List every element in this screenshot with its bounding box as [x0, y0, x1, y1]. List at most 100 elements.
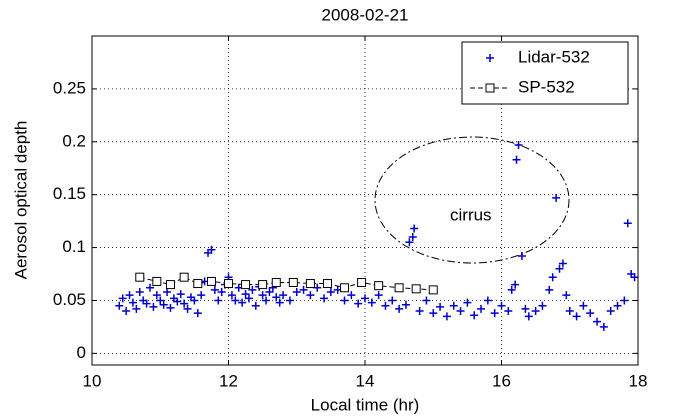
plus-marker — [538, 301, 547, 310]
y-tick-label: 0.25 — [53, 78, 86, 97]
square-marker — [305, 279, 315, 289]
plus-marker — [477, 304, 486, 313]
plus-marker — [122, 307, 131, 316]
plus-marker — [231, 296, 240, 305]
plus-marker — [408, 232, 417, 241]
x-tick-label: 12 — [219, 371, 238, 390]
plus-marker — [173, 297, 182, 306]
plus-marker — [248, 285, 257, 294]
square-marker — [485, 83, 495, 93]
plus-marker — [128, 298, 137, 307]
plus-marker — [620, 296, 629, 305]
square-marker — [271, 277, 281, 287]
plus-marker — [521, 304, 530, 313]
plus-marker — [258, 291, 267, 300]
plus-marker — [190, 296, 199, 305]
plus-marker — [118, 294, 127, 303]
plus-marker — [241, 290, 250, 299]
plus-marker — [504, 307, 513, 316]
plus-marker — [115, 301, 124, 310]
square-marker — [224, 279, 233, 289]
plus-marker — [125, 291, 134, 300]
y-tick-label: 0 — [77, 343, 86, 362]
plus-marker — [422, 296, 431, 305]
square-marker — [179, 272, 189, 282]
plus-marker — [579, 301, 588, 310]
plus-marker — [388, 296, 397, 305]
square-marker — [357, 277, 367, 287]
plus-marker — [275, 298, 284, 307]
x-tick-label: 16 — [492, 371, 511, 390]
legend-box — [461, 41, 629, 105]
plus-marker — [429, 309, 438, 318]
plus-marker — [193, 309, 202, 318]
square-marker — [374, 281, 384, 291]
plus-marker — [442, 312, 451, 321]
plus-marker — [176, 290, 185, 299]
y-tick-label: 0.1 — [62, 237, 86, 256]
plus-marker — [180, 299, 189, 308]
x-tick-label: 18 — [629, 371, 648, 390]
plus-marker — [142, 299, 151, 308]
plus-marker — [395, 304, 404, 313]
plus-marker — [149, 302, 158, 311]
square-marker — [428, 285, 438, 295]
plus-marker — [497, 301, 506, 310]
plus-marker — [320, 294, 329, 303]
plus-marker — [251, 301, 260, 310]
cirrus-outline — [374, 136, 570, 264]
plus-marker — [227, 291, 236, 300]
plus-marker — [463, 298, 472, 307]
plus-marker — [623, 219, 632, 228]
plus-marker — [586, 309, 595, 318]
plus-marker — [326, 288, 335, 297]
annotation: cirrus — [450, 205, 492, 224]
plus-marker — [490, 309, 499, 318]
x-axis-label: Local time (hr) — [311, 395, 420, 414]
plus-marker — [354, 299, 363, 308]
plus-marker — [163, 288, 172, 297]
plus-marker — [531, 307, 540, 316]
plus-marker — [483, 296, 492, 305]
plus-marker — [511, 280, 520, 289]
plus-marker — [514, 140, 523, 149]
square-marker — [411, 284, 421, 294]
square-marker — [241, 280, 251, 290]
square-marker — [193, 279, 203, 289]
plus-marker — [593, 317, 602, 326]
plus-marker — [449, 301, 458, 310]
y-tick-label: 0.15 — [53, 184, 86, 203]
plus-marker — [265, 288, 274, 297]
square-marker — [152, 276, 162, 286]
x-tick-label: 14 — [356, 371, 375, 390]
plus-marker — [381, 301, 390, 310]
plus-marker — [152, 291, 161, 300]
plus-marker — [401, 300, 410, 309]
chart-title: 2008-02-21 — [322, 5, 409, 24]
plus-marker — [572, 312, 581, 321]
plus-marker — [306, 291, 315, 300]
plus-marker — [599, 322, 608, 331]
x-tick-label: 10 — [83, 371, 102, 390]
plus-marker — [159, 300, 168, 309]
legend-label: SP-532 — [518, 77, 575, 96]
plus-marker — [410, 224, 419, 233]
square-marker — [135, 272, 145, 282]
square-marker — [258, 280, 268, 290]
plus-marker — [606, 307, 615, 316]
y-tick-label: 0.05 — [53, 290, 86, 309]
plus-marker — [470, 311, 479, 320]
plus-marker — [156, 296, 165, 305]
plus-marker — [415, 307, 424, 316]
plus-marker — [552, 193, 561, 202]
square-marker — [206, 276, 216, 286]
plus-marker — [367, 298, 376, 307]
plus-marker — [197, 291, 206, 300]
plus-marker — [548, 273, 557, 282]
plus-marker — [436, 302, 445, 311]
plus-marker — [272, 293, 281, 302]
plus-marker — [166, 303, 175, 312]
plus-marker — [374, 291, 383, 300]
plus-marker — [292, 288, 301, 297]
